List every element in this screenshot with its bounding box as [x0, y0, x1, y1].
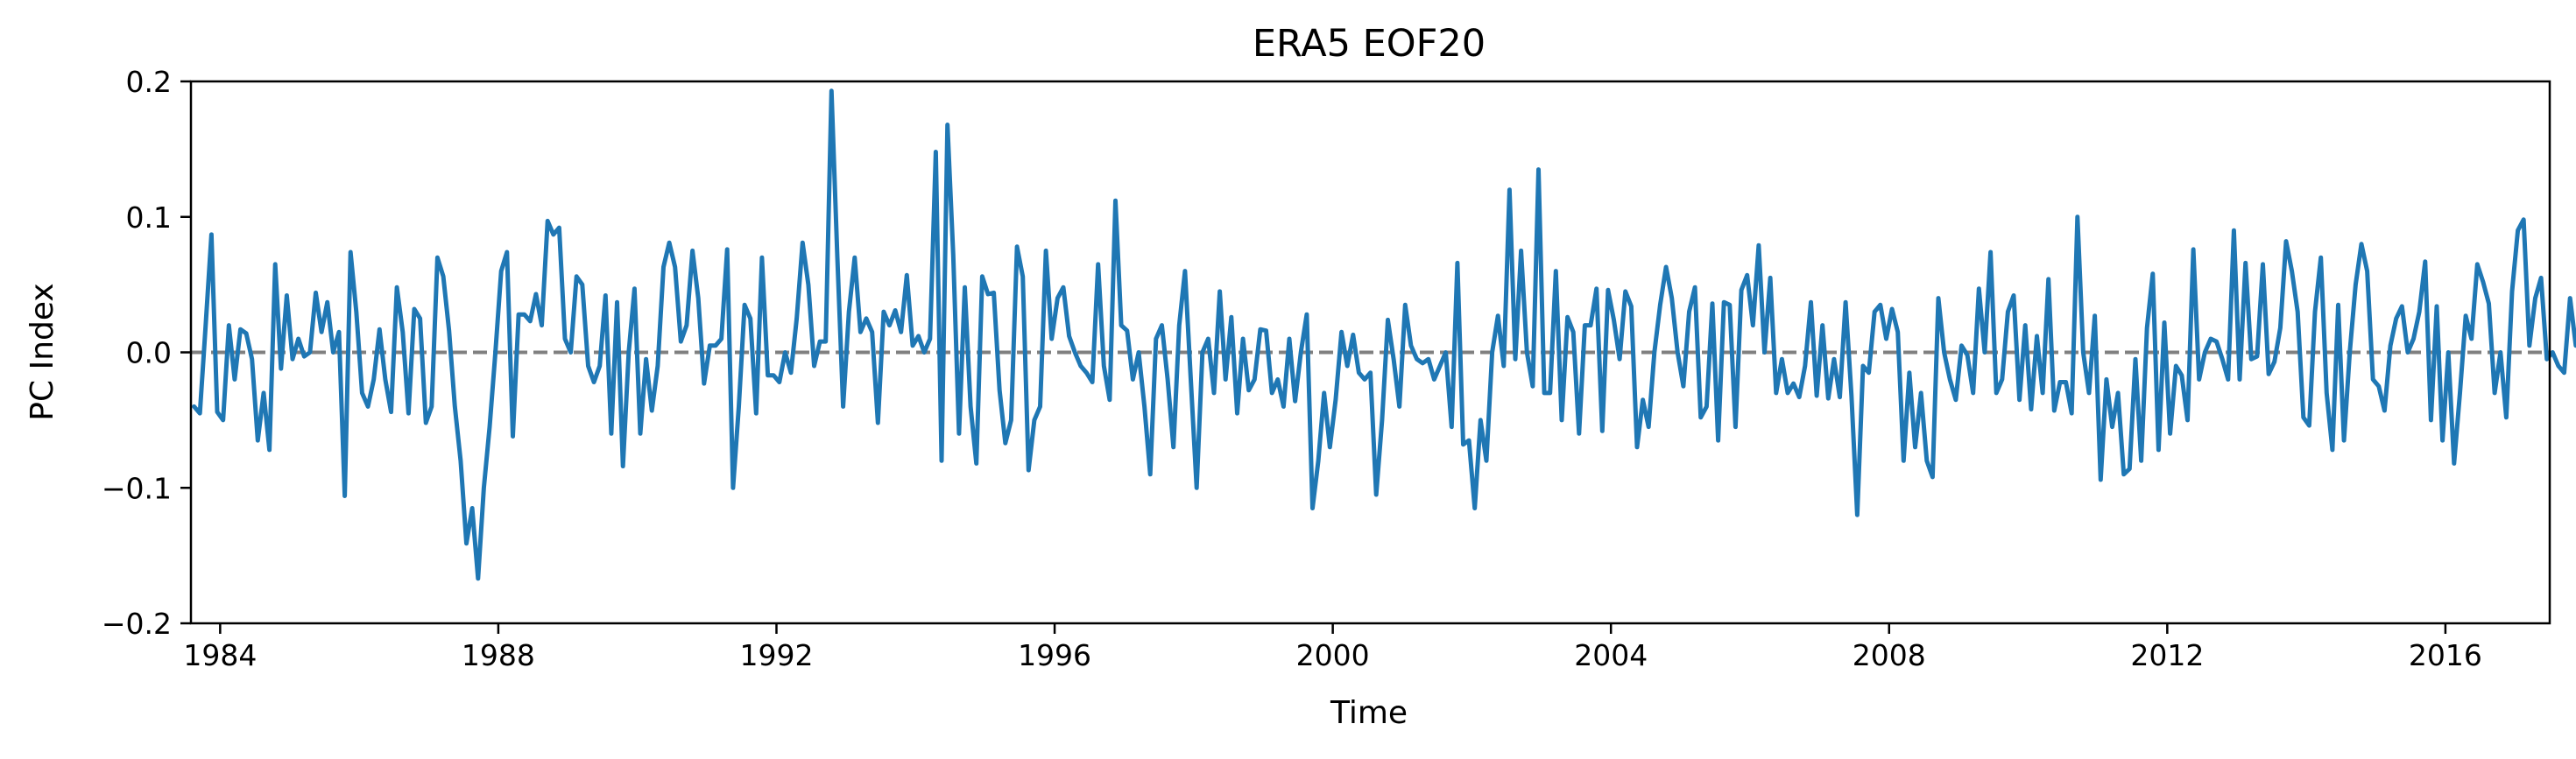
y-tick-label: 0.2 [126, 65, 172, 99]
y-tick-label: 0.0 [126, 336, 172, 370]
x-tick-label: 1996 [1018, 638, 1091, 672]
x-tick-label: 2008 [1853, 638, 1926, 672]
y-tick-label: −0.1 [102, 471, 172, 505]
y-tick-label: −0.2 [102, 607, 172, 641]
y-tick-label: 0.1 [126, 200, 172, 235]
x-tick-label: 2012 [2130, 638, 2204, 672]
x-tick-label: 2016 [2409, 638, 2482, 672]
x-tick-label: 1992 [739, 638, 813, 672]
x-axis-label: Time [1330, 695, 1408, 731]
x-tick-label: 2004 [1574, 638, 1648, 672]
x-tick-label: 2000 [1296, 638, 1370, 672]
x-tick-label: 1984 [183, 638, 257, 672]
x-axis: 1984 1988 1992 1996 2000 2004 2008 2012 2016 [183, 623, 2482, 672]
chart-title: ERA5 EOF20 [1253, 22, 1486, 66]
x-tick-label: 1988 [462, 638, 535, 672]
y-axis-label: PC Index [25, 283, 60, 420]
plot-area [191, 88, 2576, 581]
y-axis: −0.2 −0.1 0.0 0.1 0.2 [102, 65, 191, 641]
pc-index-series-line [192, 88, 2576, 581]
